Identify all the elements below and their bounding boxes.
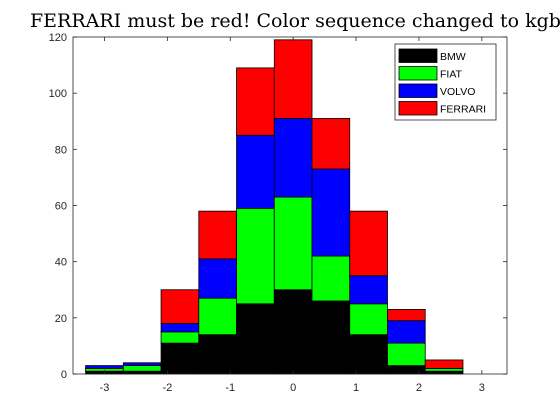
y-tick-label: 120 — [49, 32, 67, 44]
bar-fiat-bin-4 — [236, 207, 275, 305]
y-tick-label: 100 — [49, 88, 67, 100]
bar-fiat-bin-3 — [198, 297, 237, 336]
legend-label-bmw: BMW — [440, 51, 466, 63]
x-tick-label: -2 — [162, 382, 172, 394]
legend-swatch-ferrari — [398, 101, 438, 116]
bar-bmw-bin-1 — [122, 370, 162, 375]
bar-fiat-bin-1 — [122, 365, 162, 372]
legend-label-fiat: FIAT — [440, 68, 463, 80]
legend-label-ferrari: FERRARI — [440, 103, 486, 115]
bar-bmw-bin-2 — [160, 342, 200, 375]
bar-volvo-bin-0 — [85, 365, 124, 369]
legend-swatch-fiat — [398, 66, 438, 81]
bar-volvo-bin-3 — [198, 258, 237, 299]
x-tick-label: 2 — [416, 382, 422, 394]
legend-swatch-volvo — [398, 83, 438, 98]
y-tick-label: 0 — [61, 369, 67, 381]
axes: -3 -2 -1 0 1 2 3 0 20 40 60 80 100 120 — [49, 32, 508, 394]
bar-fiat-bin-7 — [349, 303, 388, 336]
bar-bmw-bin-4 — [236, 303, 275, 375]
bar-volvo-bin-8 — [387, 320, 426, 344]
bar-ferrari-bin-2 — [160, 289, 200, 324]
legend: BMW FIAT VOLVO FERRARI — [394, 43, 497, 121]
bar-volvo-bin-7 — [349, 275, 388, 305]
y-tick-label: 80 — [55, 144, 67, 156]
bar-bmw-bin-7 — [349, 334, 388, 375]
bar-ferrari-bin-3 — [198, 210, 237, 260]
bar-stacks — [85, 39, 464, 375]
bar-ferrari-bin-9 — [424, 359, 464, 369]
chart-title: FERRARI must be red! Color sequence chan… — [30, 10, 560, 32]
x-tick-label: 3 — [479, 382, 485, 394]
bar-fiat-bin-6 — [311, 255, 351, 302]
legend-swatch-bmw — [398, 48, 438, 63]
bar-ferrari-bin-8 — [387, 309, 426, 322]
bar-bmw-bin-5 — [273, 289, 313, 375]
y-tick-label: 20 — [55, 313, 67, 325]
bar-ferrari-bin-7 — [349, 210, 388, 277]
bar-fiat-bin-8 — [387, 342, 426, 366]
bar-ferrari-bin-5 — [273, 39, 313, 119]
bar-bmw-bin-6 — [311, 300, 351, 375]
x-tick-label: -1 — [225, 382, 235, 394]
x-tick-label: 0 — [290, 382, 296, 394]
bar-bmw-bin-3 — [198, 334, 237, 375]
bar-fiat-bin-9 — [424, 367, 464, 372]
x-tick-label: -3 — [100, 382, 110, 394]
bar-volvo-bin-5 — [273, 118, 313, 198]
bar-bmw-bin-8 — [387, 365, 426, 375]
x-tick-label: 1 — [353, 382, 359, 394]
bar-volvo-bin-6 — [311, 168, 351, 257]
y-tick-label: 40 — [55, 257, 67, 269]
bar-fiat-bin-5 — [273, 196, 313, 291]
bar-ferrari-bin-6 — [311, 118, 351, 170]
bar-volvo-bin-2 — [160, 323, 200, 333]
bar-ferrari-bin-4 — [236, 67, 275, 136]
bar-bmw-bin-9 — [424, 370, 464, 375]
bar-fiat-bin-2 — [160, 331, 200, 344]
legend-label-volvo: VOLVO — [440, 86, 475, 98]
y-tick-label: 60 — [55, 201, 67, 213]
bar-volvo-bin-1 — [122, 362, 162, 366]
bar-volvo-bin-4 — [236, 134, 275, 209]
